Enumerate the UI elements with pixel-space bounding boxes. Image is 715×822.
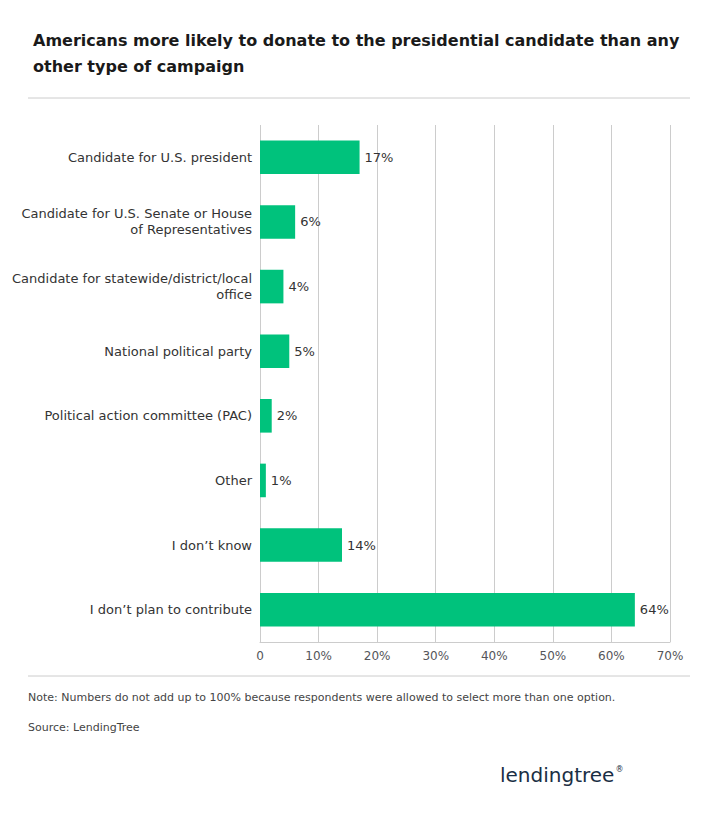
svg-text:70%: 70% xyxy=(657,649,684,663)
svg-text:Source: LendingTree: Source: LendingTree xyxy=(28,721,140,734)
svg-text:2%: 2% xyxy=(277,408,298,423)
svg-text:other type of campaign: other type of campaign xyxy=(33,57,244,76)
svg-text:Candidate for statewide/distri: Candidate for statewide/district/local xyxy=(12,271,252,286)
svg-text:of Representatives: of Representatives xyxy=(130,222,252,237)
svg-text:50%: 50% xyxy=(540,649,567,663)
svg-text:Note: Numbers do not add up to: Note: Numbers do not add up to 100% beca… xyxy=(28,691,615,704)
svg-text:1%: 1% xyxy=(271,473,292,488)
svg-text:20%: 20% xyxy=(364,649,391,663)
svg-text:4%: 4% xyxy=(288,279,309,294)
svg-text:5%: 5% xyxy=(294,344,315,359)
svg-text:I don’t know: I don’t know xyxy=(172,538,252,553)
svg-text:6%: 6% xyxy=(300,214,321,229)
svg-text:I don’t plan to contribute: I don’t plan to contribute xyxy=(90,602,252,617)
svg-text:office: office xyxy=(216,287,252,302)
svg-text:Americans more likely to donat: Americans more likely to donate to the p… xyxy=(33,31,680,50)
svg-text:14%: 14% xyxy=(347,538,376,553)
svg-text:Political action committee (PA: Political action committee (PAC) xyxy=(44,408,252,423)
svg-text:®: ® xyxy=(615,765,623,774)
svg-text:30%: 30% xyxy=(422,649,449,663)
svg-text:Candidate for U.S. Senate or H: Candidate for U.S. Senate or House xyxy=(21,206,252,221)
svg-text:Other: Other xyxy=(215,473,253,488)
svg-text:40%: 40% xyxy=(481,649,508,663)
svg-text:Candidate for U.S. president: Candidate for U.S. president xyxy=(68,150,252,165)
svg-text:National political party: National political party xyxy=(104,344,252,359)
svg-text:lendingtree: lendingtree xyxy=(500,763,614,787)
svg-text:60%: 60% xyxy=(598,649,625,663)
svg-text:0: 0 xyxy=(256,649,264,663)
svg-text:10%: 10% xyxy=(305,649,332,663)
svg-text:64%: 64% xyxy=(640,602,669,617)
svg-text:17%: 17% xyxy=(365,150,394,165)
